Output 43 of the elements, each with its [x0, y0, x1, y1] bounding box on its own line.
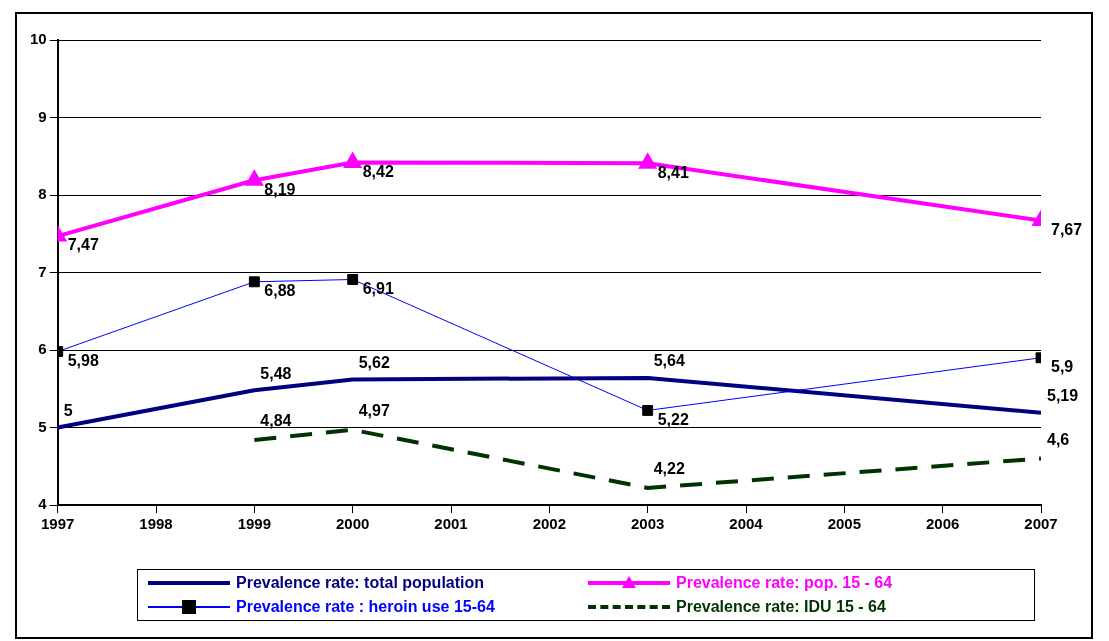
x-tick-label: 2001: [434, 515, 468, 533]
x-tick-label: 2002: [532, 515, 567, 533]
line-series: [252, 427, 1041, 490]
x-tick-label: 1998: [139, 515, 173, 533]
data-label: 4,22: [653, 460, 685, 478]
y-tick-label: 7: [38, 262, 47, 280]
y-tick-label: 8: [38, 185, 47, 203]
text: Prevalence rate: pop. 15 - 64: [676, 574, 893, 592]
x-tick-label: 2004: [729, 515, 764, 533]
point: [639, 154, 656, 169]
y-tick-label: 10: [30, 30, 47, 48]
data-label: 7,47: [67, 236, 99, 254]
data-label: 6,88: [264, 282, 296, 300]
y-tick-label: 9: [38, 107, 47, 125]
data-label: 5,62: [358, 353, 390, 371]
data-label: 5,98: [67, 351, 99, 369]
data-label: 8,19: [264, 180, 296, 198]
point: [246, 171, 263, 186]
data-label: 5,19: [1047, 387, 1079, 405]
x-tick-label: 1997: [41, 515, 75, 533]
x-tick-label: 2000: [335, 515, 370, 533]
y-tick-label: 4: [38, 495, 48, 513]
text: Prevalence rate: total population: [236, 574, 485, 592]
data-label: 5,9: [1051, 358, 1074, 376]
data-label: 4,97: [358, 402, 390, 420]
data-label: 5,64: [653, 352, 685, 370]
data-label: 4,6: [1047, 430, 1070, 448]
text: Prevalence rate : heroin use 15-64: [236, 598, 495, 616]
y-tick-label: 6: [38, 340, 47, 358]
y-tick-label: 5: [38, 417, 47, 435]
data-label: 4,84: [260, 412, 292, 430]
point: [344, 153, 361, 168]
x-tick-label: 2003: [630, 515, 665, 533]
data-label: 7,67: [1051, 220, 1083, 238]
x-tick-label: 2005: [827, 515, 862, 533]
x-tick-label: 2007: [1024, 515, 1058, 533]
x-tick-label: 2006: [925, 515, 960, 533]
text: Prevalence rate: IDU 15 - 64: [676, 598, 886, 616]
data-label: 5: [63, 401, 73, 419]
data-label: 5,22: [657, 410, 689, 428]
data-label: 8,42: [362, 162, 394, 180]
data-label: 5,48: [260, 364, 292, 382]
x-tick-label: 1999: [237, 515, 272, 533]
